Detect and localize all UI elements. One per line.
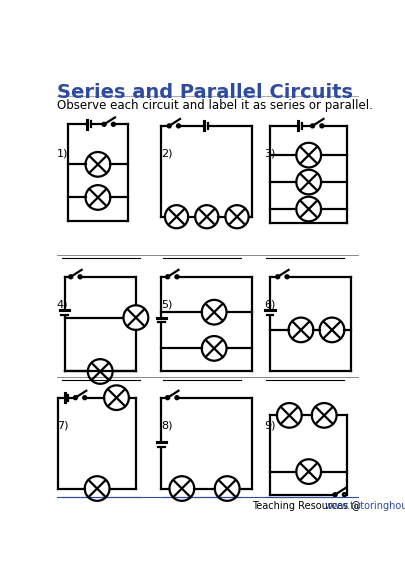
Text: Series and Parallel Circuits: Series and Parallel Circuits [57, 83, 353, 102]
Text: 4): 4) [57, 300, 68, 310]
Text: 7): 7) [57, 421, 68, 430]
Text: Teaching Resources @: Teaching Resources @ [252, 501, 364, 511]
Text: 1): 1) [57, 149, 68, 159]
Text: 8): 8) [162, 421, 173, 430]
Text: 5): 5) [162, 300, 173, 310]
Text: 3): 3) [264, 149, 276, 159]
Text: www.tutoringhour.com: www.tutoringhour.com [324, 501, 405, 511]
Text: Observe each circuit and label it as series or parallel.: Observe each circuit and label it as ser… [57, 99, 373, 112]
Text: 6): 6) [264, 300, 276, 310]
Text: 9): 9) [264, 421, 276, 430]
Text: 2): 2) [162, 149, 173, 159]
